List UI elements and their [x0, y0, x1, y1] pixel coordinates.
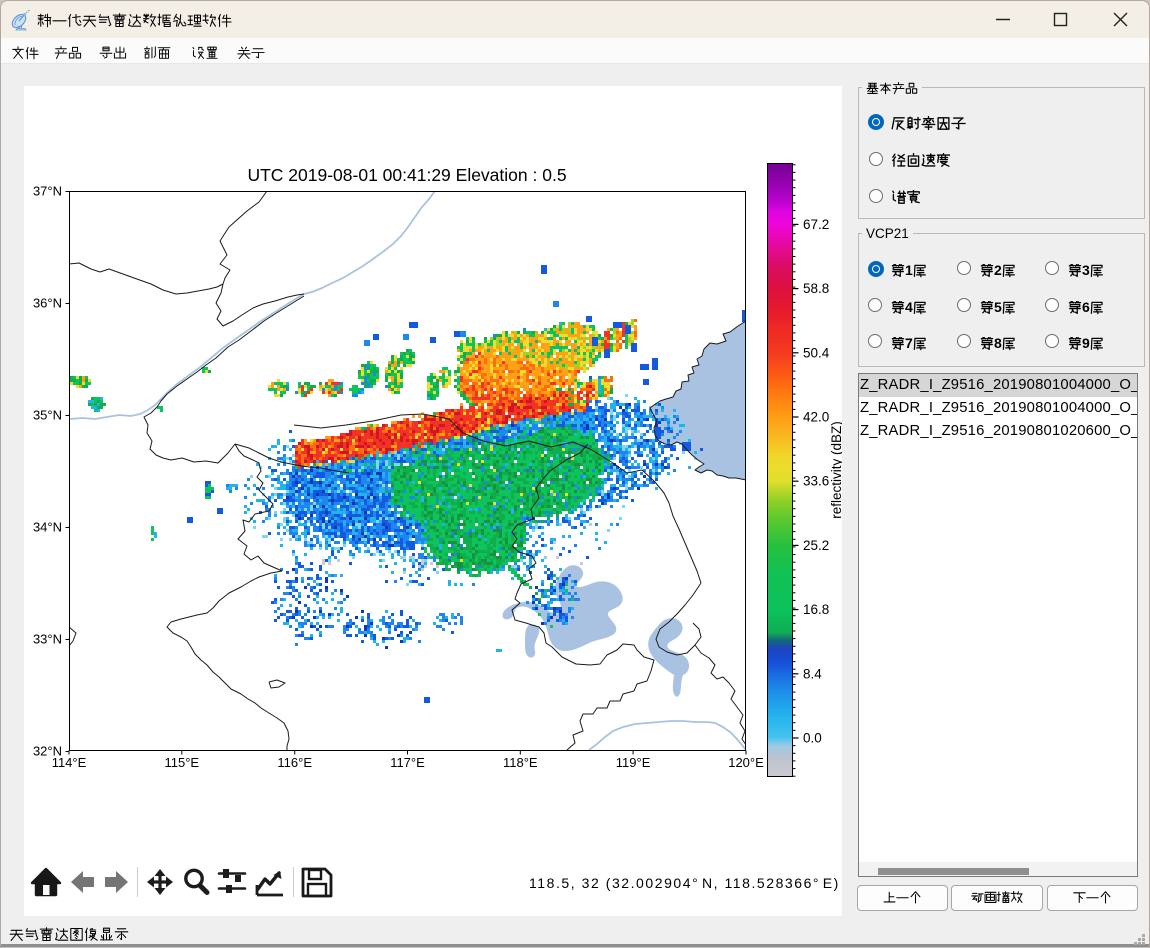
svg-text:0.0: 0.0: [803, 731, 822, 746]
svg-text:32°N: 32°N: [33, 744, 62, 759]
svg-text:117°E: 117°E: [390, 755, 425, 770]
svg-text:115°E: 115°E: [164, 755, 199, 770]
svg-text:67.2: 67.2: [803, 217, 829, 232]
svg-text:118.5, 32 (32.002904° N, 118.5: 118.5, 32 (32.002904° N, 118.528366° E): [529, 875, 840, 891]
svg-text:35°N: 35°N: [33, 408, 62, 423]
svg-text:8.4: 8.4: [803, 666, 822, 681]
svg-text:116°E: 116°E: [277, 755, 312, 770]
svg-text:42.0: 42.0: [803, 410, 829, 425]
svg-text:16.8: 16.8: [803, 602, 829, 617]
svg-text:34°N: 34°N: [33, 520, 62, 535]
svg-text:58.8: 58.8: [803, 281, 829, 296]
svg-text:50.4: 50.4: [803, 345, 830, 360]
svg-text:33.6: 33.6: [803, 474, 829, 489]
svg-text:25.2: 25.2: [803, 538, 829, 553]
svg-text:37°N: 37°N: [33, 184, 62, 199]
svg-text:120°E: 120°E: [728, 755, 764, 770]
svg-text:UTC 2019-08-01 00:41:29 Elevat: UTC 2019-08-01 00:41:29 Elevation : 0.5: [247, 165, 566, 185]
svg-text:119°E: 119°E: [616, 755, 651, 770]
svg-text:118°E: 118°E: [503, 755, 538, 770]
svg-text:33°N: 33°N: [33, 632, 62, 647]
svg-text:36°N: 36°N: [33, 296, 62, 311]
svg-text:reflectivity (dBZ): reflectivity (dBZ): [829, 421, 842, 519]
svg-text:114°E: 114°E: [52, 755, 87, 770]
